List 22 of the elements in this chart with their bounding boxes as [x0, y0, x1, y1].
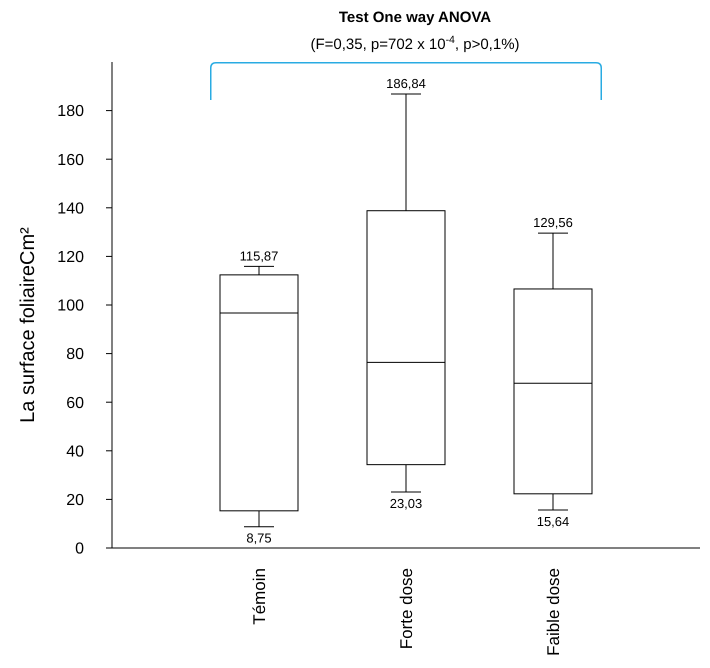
y-tick-label: 40: [66, 443, 84, 460]
y-tick-label: 140: [57, 200, 84, 218]
annotation: 115,87: [240, 248, 278, 264]
y-tick-label: 100: [57, 298, 84, 315]
y-tick-label: 160: [57, 152, 84, 169]
chart-subtitle: (F=0,35, p=702 x 10$^{-4}$, p>0,1%): [310, 34, 520, 53]
x-tick-label: Forte dose: [396, 568, 416, 650]
y-tick-label: 20: [66, 492, 84, 509]
y-tick-label: 120: [57, 249, 84, 266]
y-tick-label: 180: [57, 103, 84, 120]
annotation: 8,75: [246, 530, 272, 546]
annotation: 129,56: [533, 215, 573, 230]
annotation: 186,84: [386, 76, 426, 91]
y-tick-label: 0: [75, 540, 84, 558]
y-axis-title: La surface foliaireCm²: [17, 226, 39, 423]
y-tick-label: 60: [66, 394, 84, 412]
annotation: 15,64: [536, 514, 570, 529]
x-tick-label: Faible dose: [544, 568, 563, 656]
x-tick-label: Témoin: [250, 568, 269, 625]
y-tick-label: 80: [66, 346, 84, 364]
annotation: 23,03: [390, 496, 422, 512]
chart-title: Test One way ANOVA: [338, 9, 492, 26]
